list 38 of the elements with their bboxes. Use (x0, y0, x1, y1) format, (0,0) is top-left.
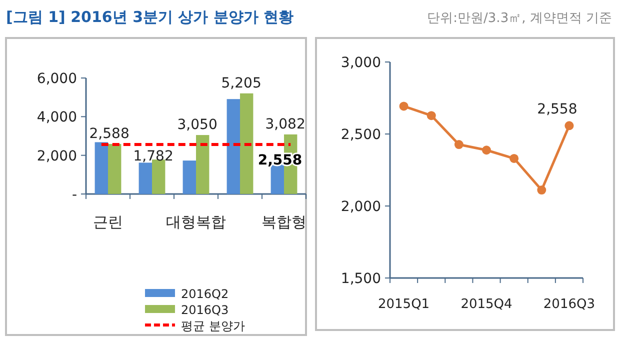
x-tick-label: 근린 (93, 213, 123, 231)
data-label: 3,050 (177, 117, 218, 134)
data-label: 5,205 (221, 75, 262, 92)
bar (94, 142, 108, 194)
legend-label: 2016Q2 (181, 287, 229, 301)
y-tick-label: 3,000 (340, 55, 381, 71)
text: 단위:만원/3.3㎡, 계약면적 기준 (427, 11, 612, 26)
x-tick-label: 2015Q4 (460, 297, 512, 312)
y-tick-label: 2,000 (340, 199, 381, 215)
y-tick-label: 6,000 (36, 71, 77, 87)
y-tick-label: - (72, 187, 77, 203)
point (399, 102, 408, 111)
y-tick-label: 2,000 (36, 148, 77, 164)
data-label: 1,782 (133, 148, 174, 165)
bar (240, 93, 254, 194)
x-tick-label: 대형복합 (166, 213, 226, 231)
y-tick-label: 2,500 (340, 127, 381, 143)
data-label: 3,082 (265, 116, 306, 132)
data-label: 2,588 (89, 126, 130, 142)
point (454, 140, 464, 150)
bar (226, 99, 240, 194)
x-tick-label: 2016Q3 (543, 297, 596, 312)
bar (108, 144, 122, 194)
y-tick-label: 1,500 (340, 271, 381, 287)
point (510, 154, 519, 163)
bar (182, 160, 196, 194)
point (537, 186, 546, 195)
point (564, 121, 574, 130)
data-label: 2,558 (537, 102, 578, 118)
bar (138, 162, 152, 194)
legend-label: 평균 분양가 (181, 319, 245, 333)
point (482, 146, 491, 155)
bar (196, 135, 210, 194)
x-tick-label: 복합형 (262, 213, 306, 231)
chart-title: [그림 1] 2016년 3분기 상가 분양가 현황 (6, 8, 294, 26)
x-tick-label: 2015Q1 (378, 297, 430, 312)
point (426, 111, 436, 120)
y-tick-label: 4,000 (36, 110, 77, 126)
